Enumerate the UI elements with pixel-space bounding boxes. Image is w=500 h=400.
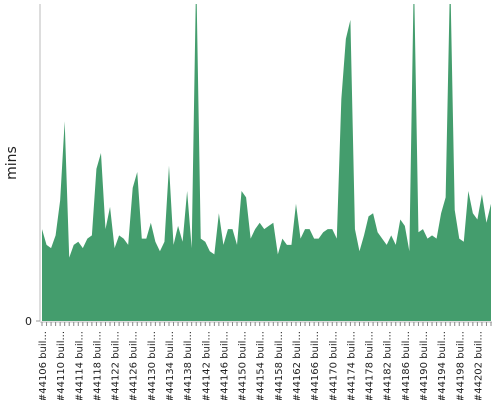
x-tick-label: #44154 buil... bbox=[256, 331, 267, 400]
x-tick-label: #44202 buil... bbox=[473, 331, 484, 400]
x-tick-label: #44122 buil... bbox=[111, 331, 122, 400]
x-tick-label: #44138 buil... bbox=[183, 331, 194, 400]
x-tick-label: #44106 buil... bbox=[38, 331, 49, 400]
x-tick-label: #44126 buil... bbox=[129, 331, 140, 400]
x-tick-label: #44170 buil... bbox=[328, 331, 339, 400]
x-tick-label: #44158 buil... bbox=[274, 331, 285, 400]
x-tick-label: #44118 buil... bbox=[92, 331, 103, 400]
x-tick-label: #44146 buil... bbox=[219, 331, 230, 400]
x-tick-label: #44134 buil... bbox=[165, 331, 176, 400]
x-tick-label: #44162 buil... bbox=[292, 331, 303, 400]
y-axis-label: mins bbox=[4, 146, 20, 180]
x-tick-label: #44110 buil... bbox=[56, 331, 67, 400]
x-tick-label: #44198 buil... bbox=[455, 331, 466, 400]
x-tick-label: #44130 buil... bbox=[147, 331, 158, 400]
x-tick-label: #44186 buil... bbox=[401, 331, 412, 400]
x-tick-label: #44166 buil... bbox=[310, 331, 321, 400]
x-tick-label: #44174 buil... bbox=[346, 331, 357, 400]
x-tick-label: #44150 buil... bbox=[238, 331, 249, 400]
area bbox=[42, 4, 491, 321]
y-tick-label: 0 bbox=[25, 315, 32, 328]
x-tick-label: #44178 buil... bbox=[365, 331, 376, 400]
x-tick-label: #44194 buil... bbox=[437, 331, 448, 400]
x-tick-label: #44114 buil... bbox=[74, 331, 85, 400]
x-tick-label: #44182 buil... bbox=[383, 331, 394, 400]
x-tick-label: #44142 buil... bbox=[201, 331, 212, 400]
x-tick-label: #44190 buil... bbox=[419, 331, 430, 400]
